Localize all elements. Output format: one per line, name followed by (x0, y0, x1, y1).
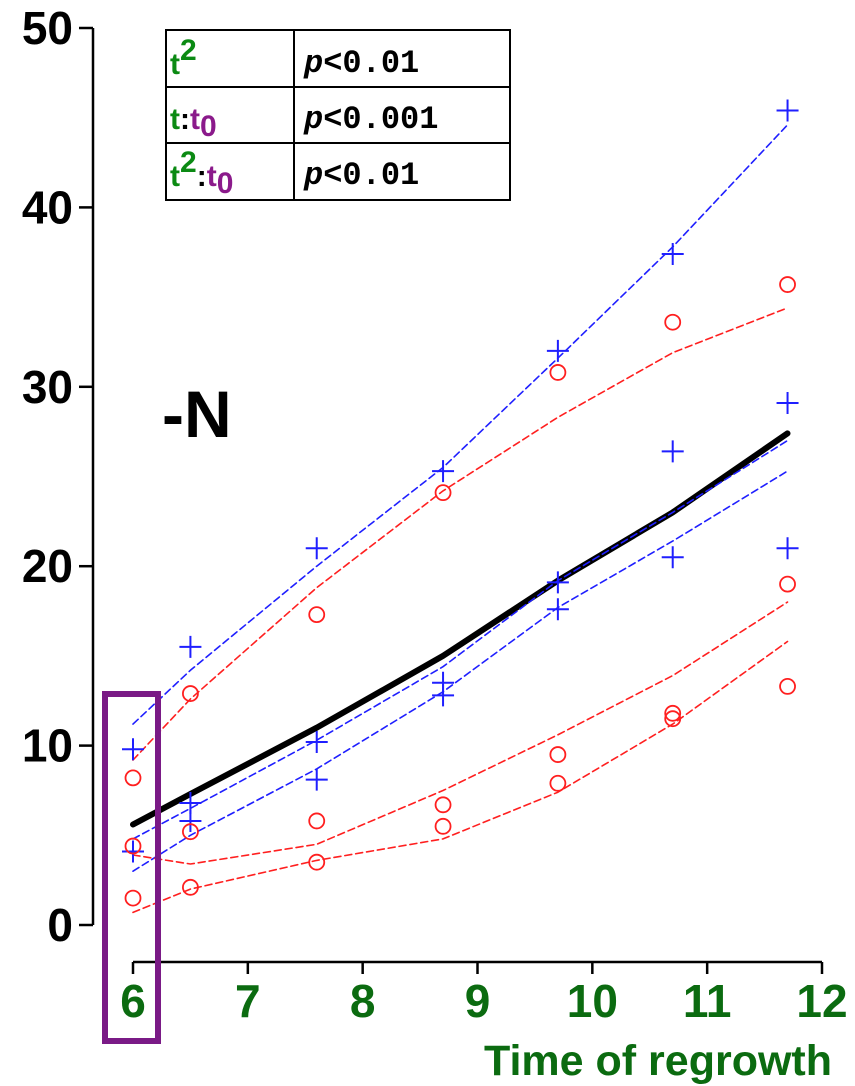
data-point-plus (305, 537, 328, 560)
data-point-circle (124, 769, 142, 787)
term-colon: : (197, 160, 207, 193)
term-sup: 2 (180, 146, 197, 179)
data-point-circle (664, 313, 682, 331)
data-point-circle (779, 677, 796, 695)
term-base: t (170, 103, 180, 136)
x-tick-label: 12 (796, 975, 847, 1027)
data-point-circle (182, 823, 199, 841)
term-colon: : (180, 103, 190, 136)
data-point-plus (546, 571, 569, 594)
pvalue-rest: <0.01 (323, 157, 419, 194)
data-point-plus (432, 684, 455, 707)
x-tick-label: 7 (235, 975, 261, 1027)
interval-line (132, 439, 789, 840)
stats-table: t2 p<0.01 t:t0 p<0.001 t2:t0 p<0.01 (165, 29, 511, 201)
data-point-circle (308, 812, 326, 830)
y-tick-label: 50 (22, 2, 73, 54)
series-points (122, 99, 799, 907)
data-point-circle (779, 276, 796, 293)
x-tick-label: 8 (350, 975, 376, 1027)
pvalue-symbol: p (303, 157, 323, 194)
term-t0-sub: 0 (200, 110, 217, 143)
fit-line (130, 430, 791, 828)
data-point-plus (776, 391, 799, 414)
x-tick-label: 6 (120, 975, 146, 1027)
pvalue-rest: <0.01 (323, 45, 419, 82)
data-point-circle (308, 853, 326, 871)
data-point-circle (434, 796, 452, 814)
term-t0-base: t (190, 103, 200, 136)
data-point-circle (182, 878, 199, 896)
data-point-circle (124, 889, 142, 907)
stats-table-border (165, 29, 511, 201)
data-point-circle (779, 575, 796, 593)
term-sup: 2 (180, 34, 197, 67)
stats-term: t2:t0 (170, 146, 233, 200)
data-point-plus (179, 809, 202, 832)
data-point-plus (432, 460, 455, 483)
data-point-plus (661, 243, 684, 266)
data-point-plus (305, 768, 328, 791)
x-axis-label: Time of regrowth (484, 1037, 832, 1085)
stats-pvalue: p<0.001 (303, 101, 438, 138)
data-point-circle (182, 685, 199, 702)
data-point-circle (434, 484, 452, 502)
term-base: t (170, 160, 180, 193)
data-point-circle (434, 817, 452, 835)
data-point-plus (661, 546, 684, 569)
pvalue-symbol: p (303, 101, 323, 138)
data-point-circle (549, 774, 567, 792)
data-point-plus (776, 99, 799, 122)
data-point-plus (546, 339, 569, 362)
panel-label: -N (162, 377, 232, 451)
data-point-circle (124, 837, 142, 855)
x-tick-label: 9 (465, 975, 491, 1027)
x-tick-label: 10 (567, 975, 618, 1027)
term-base: t (170, 48, 180, 81)
interval-line (132, 307, 789, 761)
stats-term: t:t0 (170, 103, 217, 143)
data-point-circle (549, 746, 567, 763)
data-point-plus (122, 738, 144, 761)
pvalue-symbol: p (303, 45, 323, 82)
data-point-circle (664, 710, 682, 728)
y-tick-label: 10 (22, 720, 73, 772)
data-point-circle (549, 364, 567, 381)
y-tick-label: 0 (47, 899, 73, 951)
data-point-plus (122, 840, 144, 863)
term-t0-sub: 0 (217, 167, 234, 200)
interval-line (132, 601, 789, 865)
y-tick-label: 30 (22, 361, 73, 413)
data-point-plus (546, 598, 569, 621)
series-lines (130, 124, 791, 914)
y-tick-label: 40 (22, 181, 73, 233)
term-t0-base: t (207, 160, 217, 193)
pvalue-rest: <0.001 (323, 101, 438, 138)
stats-pvalue: p<0.01 (303, 157, 419, 194)
data-point-plus (305, 731, 328, 754)
data-point-plus (179, 635, 202, 658)
data-point-plus (661, 440, 684, 463)
y-tick-label: 20 (22, 540, 73, 592)
data-point-circle (664, 704, 682, 722)
x-tick-label: 11 (683, 975, 732, 1027)
data-point-plus (776, 537, 799, 560)
interval-line (132, 470, 789, 872)
data-point-circle (308, 606, 326, 624)
highlight-box (102, 691, 161, 1044)
interval-line (132, 640, 789, 914)
stats-term: t2 (170, 34, 197, 81)
stats-pvalue: p<0.01 (303, 45, 419, 82)
